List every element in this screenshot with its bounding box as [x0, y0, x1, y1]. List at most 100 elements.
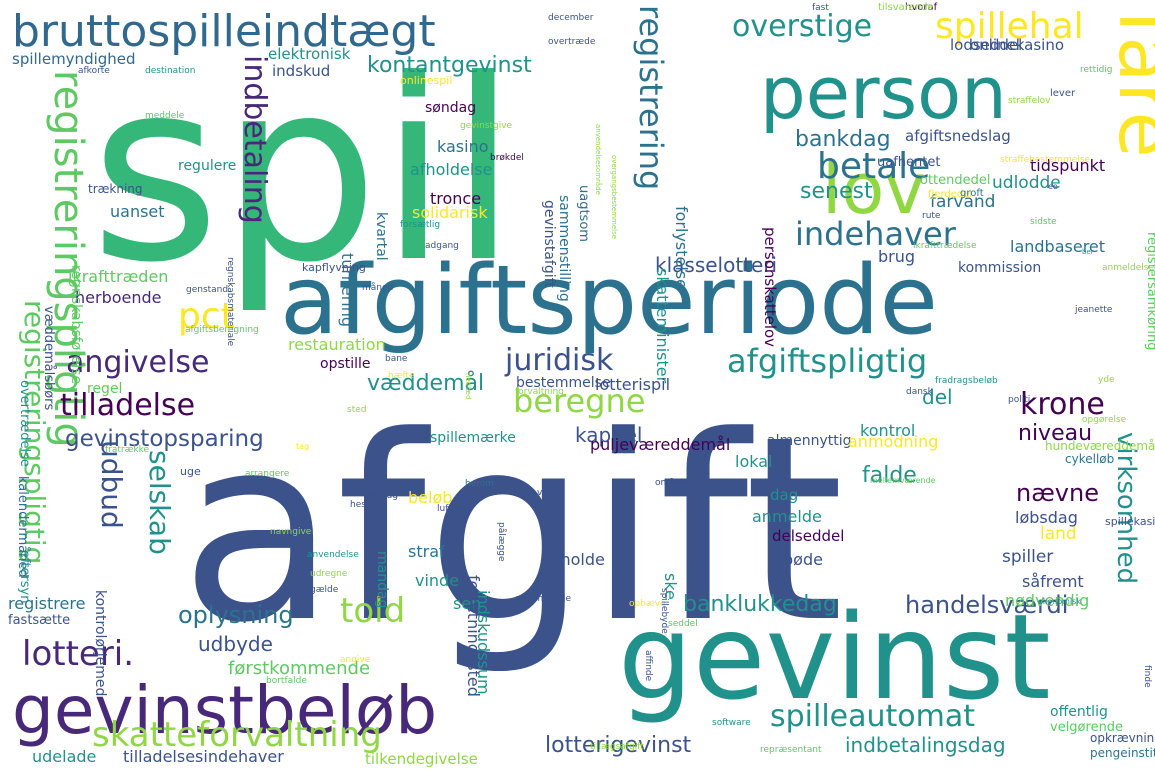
- word-registreringspligtig: registreringspligtig: [18, 300, 51, 564]
- word-væddemål: væddemål: [367, 370, 484, 396]
- word-bankdag: bankdag: [795, 127, 891, 152]
- word-løbsdag: løbsdag: [1015, 508, 1078, 527]
- word-angivelse: angivelse: [66, 345, 209, 380]
- word-spillehal: spillehal: [935, 6, 1084, 47]
- word-nævne: nævne: [1016, 479, 1099, 507]
- word-onlinekasino: onlinekasino: [970, 36, 1064, 54]
- word-delseddel: delseddel: [772, 527, 844, 545]
- word-spillekasino: spillekasino: [1105, 515, 1155, 528]
- word-ophæve: ophæve: [629, 599, 666, 609]
- word-repræsentant: repræsentant: [760, 745, 822, 755]
- word-anmodning: anmodning: [848, 432, 938, 451]
- word-væddemålsbørs: væddemålsbørs: [41, 306, 56, 411]
- word-registrere: registrere: [8, 594, 85, 613]
- word-told: told: [340, 591, 405, 631]
- word-kasino: kasino: [437, 137, 489, 156]
- word-fradragsbeløb: fradragsbeløb: [935, 376, 998, 386]
- word-udregne: udregne: [310, 569, 348, 579]
- word-uanset: uanset: [110, 202, 165, 221]
- word-nødvendig: nødvendig: [1005, 591, 1089, 610]
- word-kommission: kommission: [958, 260, 1041, 276]
- word-registersamkøring: registersamkøring: [1144, 232, 1155, 350]
- word-tidspunkt: tidspunkt: [1030, 156, 1105, 175]
- word-pålægge: pålægge: [496, 522, 507, 562]
- word-del: del: [922, 385, 953, 409]
- word-afholde: afholde: [545, 550, 605, 569]
- word-ikrafttrædelse: ikrafttrædelse: [913, 241, 977, 251]
- word-afgift: afgift: [180, 382, 844, 679]
- word-software: software: [712, 718, 751, 728]
- word-afgiftsnedslag: afgiftsnedslag: [905, 127, 1011, 145]
- word-afkorte: afkorte: [78, 66, 110, 76]
- word-jeanette: jeanette: [1074, 305, 1113, 315]
- word-vinde: vinde: [415, 571, 459, 590]
- word-økonomisk: økonomisk: [1038, 597, 1081, 606]
- word-anvendelse: anvendelse: [307, 550, 359, 560]
- word-spiller: spiller: [1002, 547, 1053, 567]
- word-omfatte: omfatte: [655, 478, 691, 488]
- word-genanvende: genanvende: [515, 594, 571, 604]
- word-genstand: genstand: [186, 285, 228, 295]
- word-ber: ber: [1082, 248, 1094, 256]
- word-tilsvarende: tilsvarende: [878, 2, 934, 13]
- word-virksomhed: virksomhed: [1111, 432, 1141, 584]
- word-fast: fast: [812, 3, 829, 13]
- word-betale: betale: [817, 146, 930, 187]
- word-afholdelse: afholdelse: [410, 160, 492, 179]
- word-opstille: opstille: [320, 356, 371, 372]
- word-ikrafttræden: ikrafttræden: [68, 267, 168, 286]
- word-registreringspligtig: registreringspligtig: [45, 70, 91, 448]
- word-eftersyn: eftersyn: [17, 550, 32, 604]
- word-lokal: lokal: [735, 452, 772, 471]
- word-onlinespil: onlinespil: [400, 74, 452, 87]
- word-landbaseret: landbaseret: [1010, 237, 1105, 256]
- word-tronce: tronce: [430, 189, 481, 208]
- word-spillemyndighed: spillemyndighed: [12, 50, 136, 68]
- word-sted: sted: [347, 405, 366, 415]
- word-angive: angive: [340, 655, 371, 665]
- word-regel: regel: [87, 381, 122, 397]
- word-uafhentet: uafhentet: [877, 155, 940, 170]
- word-gevinstafgift: gevinstafgift: [541, 200, 557, 288]
- word-uge: uge: [180, 465, 201, 478]
- word-navngive: navngive: [270, 527, 312, 537]
- word-groft: groft: [960, 188, 984, 199]
- word-oplysning: oplysning: [178, 601, 294, 629]
- word-udbud: udbud: [95, 440, 128, 529]
- word-overtrædelse: overtrædelse: [17, 380, 32, 467]
- word-overgangsbestemmelse: overgangsbestemmelse: [610, 155, 618, 239]
- word-nedlæd: nedlæd: [464, 373, 472, 399]
- word-dag: dag: [770, 486, 798, 504]
- word-søndag: søndag: [425, 100, 476, 116]
- word-såfremt: såfremt: [1022, 572, 1084, 591]
- word-krone: krone: [1020, 387, 1105, 422]
- word-cykelløb: cykelløb: [1065, 452, 1114, 466]
- word-kontantgevinst: kontantgevinst: [367, 53, 532, 78]
- word-kontrolørjemed: kontrolørjemed: [92, 590, 108, 696]
- word-affinde: affinde: [643, 650, 653, 682]
- word-forsætlig: forsætlig: [400, 220, 440, 230]
- word-afgiftsberegning: afgiftsberegning: [185, 325, 259, 335]
- word-december: december: [548, 13, 594, 23]
- word-måned: måned: [362, 282, 393, 293]
- word-skatteminister: skatteminister: [653, 268, 672, 384]
- word-pct: pct: [178, 296, 235, 337]
- word-bruttospilleindtægt: bruttospilleindtægt: [12, 6, 436, 57]
- word-opgørelse: opgørelse: [1082, 415, 1127, 425]
- word-mellemværende: mellemværende: [870, 476, 936, 485]
- word-fradrag: fradrag: [365, 491, 398, 501]
- word-fare: fare: [1102, 10, 1155, 158]
- word-værdi: værdi: [537, 488, 563, 498]
- word-spillebyde: spillebyde: [659, 588, 669, 634]
- word-herom: herom: [465, 479, 494, 489]
- word-indehaver: indehaver: [795, 215, 957, 253]
- word-afgiftspligtig: afgiftspligtig: [727, 342, 927, 380]
- word-regulere: regulere: [178, 158, 236, 174]
- word-luftrum: luftrum: [437, 504, 470, 514]
- word-førstkommende: førstkommende: [228, 658, 370, 679]
- word-handelsværdi: handelsværdi: [905, 591, 1068, 619]
- word-straf: straf: [408, 542, 445, 561]
- word-juridisk: juridisk: [504, 343, 614, 378]
- word-lodseddel: lodseddel: [950, 36, 1022, 54]
